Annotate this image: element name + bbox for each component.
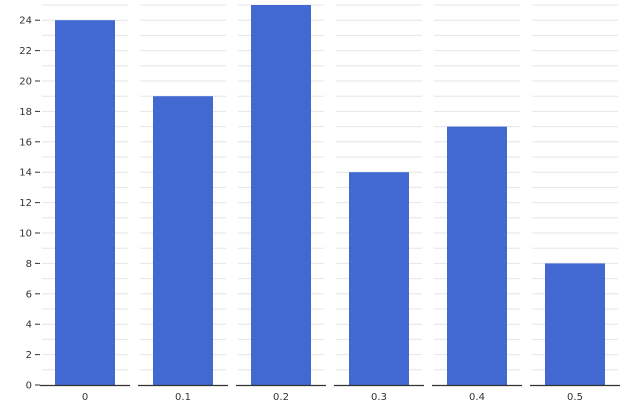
y-tick-label: 16 [19, 137, 32, 148]
x-tick-label: 0.3 [371, 392, 387, 400]
y-tick-label: 4 [26, 320, 32, 331]
y-tick-label: 18 [19, 107, 32, 118]
y-tick-label: 6 [26, 289, 32, 300]
bar-0 [55, 20, 115, 385]
bar-0.1 [153, 96, 213, 385]
y-tick-label: 24 [19, 16, 32, 27]
x-tick-label: 0.4 [469, 392, 485, 400]
y-tick-label: 14 [19, 168, 32, 179]
y-tick-label: 0 [26, 381, 32, 392]
y-tick-label: 22 [19, 46, 32, 57]
bar-0.2 [251, 5, 311, 385]
x-tick-label: 0 [82, 392, 88, 400]
grid-lines [42, 4, 618, 371]
y-tick-label: 2 [26, 350, 32, 361]
x-tick-label: 0.2 [273, 392, 289, 400]
x-tick-label: 0.1 [175, 392, 191, 400]
bar-0.5 [545, 263, 605, 385]
y-tick-label: 20 [19, 77, 32, 88]
bar-0.3 [349, 172, 409, 385]
y-tick-label: 12 [19, 198, 32, 209]
y-tick-label: 10 [19, 229, 32, 240]
bar-series [55, 5, 605, 385]
bar-0.4 [447, 126, 507, 385]
y-tick-label: 8 [26, 259, 32, 270]
x-tick-label: 0.5 [567, 392, 583, 400]
